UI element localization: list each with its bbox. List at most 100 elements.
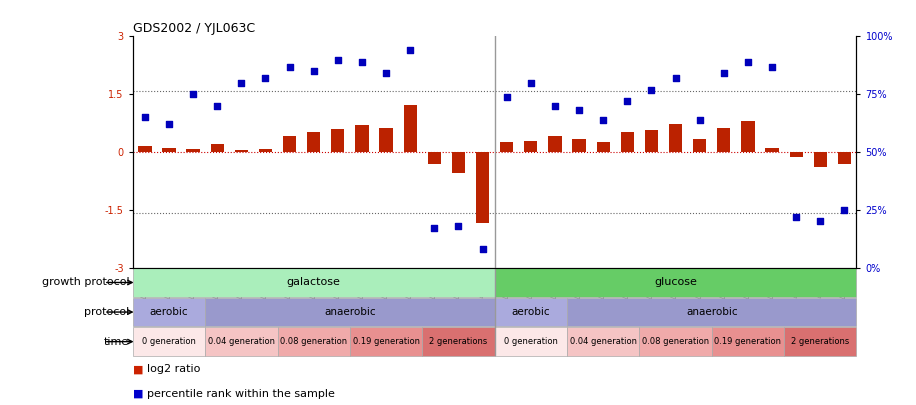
- Point: [451, 223, 465, 229]
- Point: [548, 102, 562, 109]
- Text: 0.08 generation: 0.08 generation: [280, 337, 347, 346]
- Text: percentile rank within the sample: percentile rank within the sample: [147, 389, 334, 399]
- Text: ■: ■: [133, 389, 143, 399]
- Bar: [133, 268, 495, 297]
- Bar: [693, 139, 706, 152]
- Bar: [162, 148, 176, 152]
- Bar: [133, 327, 205, 356]
- Bar: [355, 125, 368, 152]
- Text: 0 generation: 0 generation: [504, 337, 558, 346]
- Point: [427, 225, 442, 232]
- Point: [595, 117, 610, 123]
- Bar: [572, 139, 585, 152]
- Bar: [621, 132, 634, 152]
- Point: [403, 47, 418, 53]
- Point: [186, 91, 201, 98]
- Point: [716, 70, 731, 77]
- Bar: [205, 298, 495, 326]
- Point: [306, 68, 322, 75]
- Text: 0.08 generation: 0.08 generation: [642, 337, 709, 346]
- Bar: [476, 152, 489, 224]
- Bar: [495, 298, 567, 326]
- Bar: [645, 130, 658, 152]
- Bar: [500, 143, 513, 152]
- Bar: [138, 146, 151, 152]
- Point: [331, 56, 345, 63]
- Point: [475, 246, 490, 252]
- Text: GDS2002 / YJL063C: GDS2002 / YJL063C: [133, 22, 255, 35]
- Bar: [766, 148, 779, 152]
- Bar: [452, 152, 465, 173]
- Point: [499, 93, 514, 100]
- Bar: [205, 327, 278, 356]
- Point: [572, 107, 586, 114]
- Bar: [350, 327, 422, 356]
- Text: aerobic: aerobic: [149, 307, 189, 317]
- Bar: [278, 327, 350, 356]
- Text: galactose: galactose: [287, 277, 341, 288]
- Bar: [495, 327, 567, 356]
- Bar: [567, 298, 856, 326]
- Bar: [790, 152, 802, 157]
- Text: time: time: [104, 337, 129, 347]
- Point: [282, 63, 297, 70]
- Point: [524, 79, 539, 86]
- Text: aerobic: aerobic: [511, 307, 551, 317]
- Bar: [211, 144, 224, 152]
- Bar: [259, 149, 272, 152]
- Text: 2 generations: 2 generations: [430, 337, 487, 346]
- Bar: [187, 149, 200, 152]
- Point: [741, 59, 756, 65]
- Bar: [813, 152, 827, 167]
- Point: [234, 79, 248, 86]
- Point: [258, 75, 273, 81]
- Bar: [549, 136, 562, 152]
- Point: [210, 102, 224, 109]
- Point: [669, 75, 683, 81]
- Text: 0.19 generation: 0.19 generation: [353, 337, 420, 346]
- Bar: [784, 327, 856, 356]
- Text: 0.04 generation: 0.04 generation: [570, 337, 637, 346]
- Bar: [524, 141, 538, 152]
- Bar: [639, 327, 712, 356]
- Bar: [283, 136, 296, 152]
- Bar: [307, 132, 321, 152]
- Point: [644, 86, 659, 93]
- Text: 0 generation: 0 generation: [142, 337, 196, 346]
- Bar: [234, 150, 248, 152]
- Text: glucose: glucose: [654, 277, 697, 288]
- Bar: [717, 128, 730, 152]
- Bar: [332, 129, 344, 152]
- Bar: [428, 152, 441, 164]
- Text: anaerobic: anaerobic: [324, 307, 376, 317]
- Text: 2 generations: 2 generations: [791, 337, 849, 346]
- Bar: [596, 143, 610, 152]
- Bar: [404, 105, 417, 152]
- Bar: [567, 327, 639, 356]
- Point: [354, 59, 369, 65]
- Point: [379, 70, 394, 77]
- Bar: [379, 128, 393, 152]
- Text: ■: ■: [133, 364, 143, 375]
- Point: [161, 121, 176, 128]
- Bar: [712, 327, 784, 356]
- Point: [789, 213, 803, 220]
- Bar: [495, 268, 856, 297]
- Point: [813, 218, 828, 225]
- Text: growth protocol: growth protocol: [41, 277, 129, 288]
- Point: [765, 63, 780, 70]
- Text: protocol: protocol: [84, 307, 129, 317]
- Bar: [133, 298, 205, 326]
- Text: 0.19 generation: 0.19 generation: [714, 337, 781, 346]
- Text: anaerobic: anaerobic: [686, 307, 737, 317]
- Point: [137, 114, 152, 121]
- Point: [620, 98, 635, 104]
- Point: [692, 117, 707, 123]
- Bar: [838, 152, 851, 164]
- Text: log2 ratio: log2 ratio: [147, 364, 200, 375]
- Bar: [741, 121, 755, 152]
- Bar: [669, 124, 682, 152]
- Bar: [422, 327, 495, 356]
- Point: [837, 207, 852, 213]
- Text: 0.04 generation: 0.04 generation: [208, 337, 275, 346]
